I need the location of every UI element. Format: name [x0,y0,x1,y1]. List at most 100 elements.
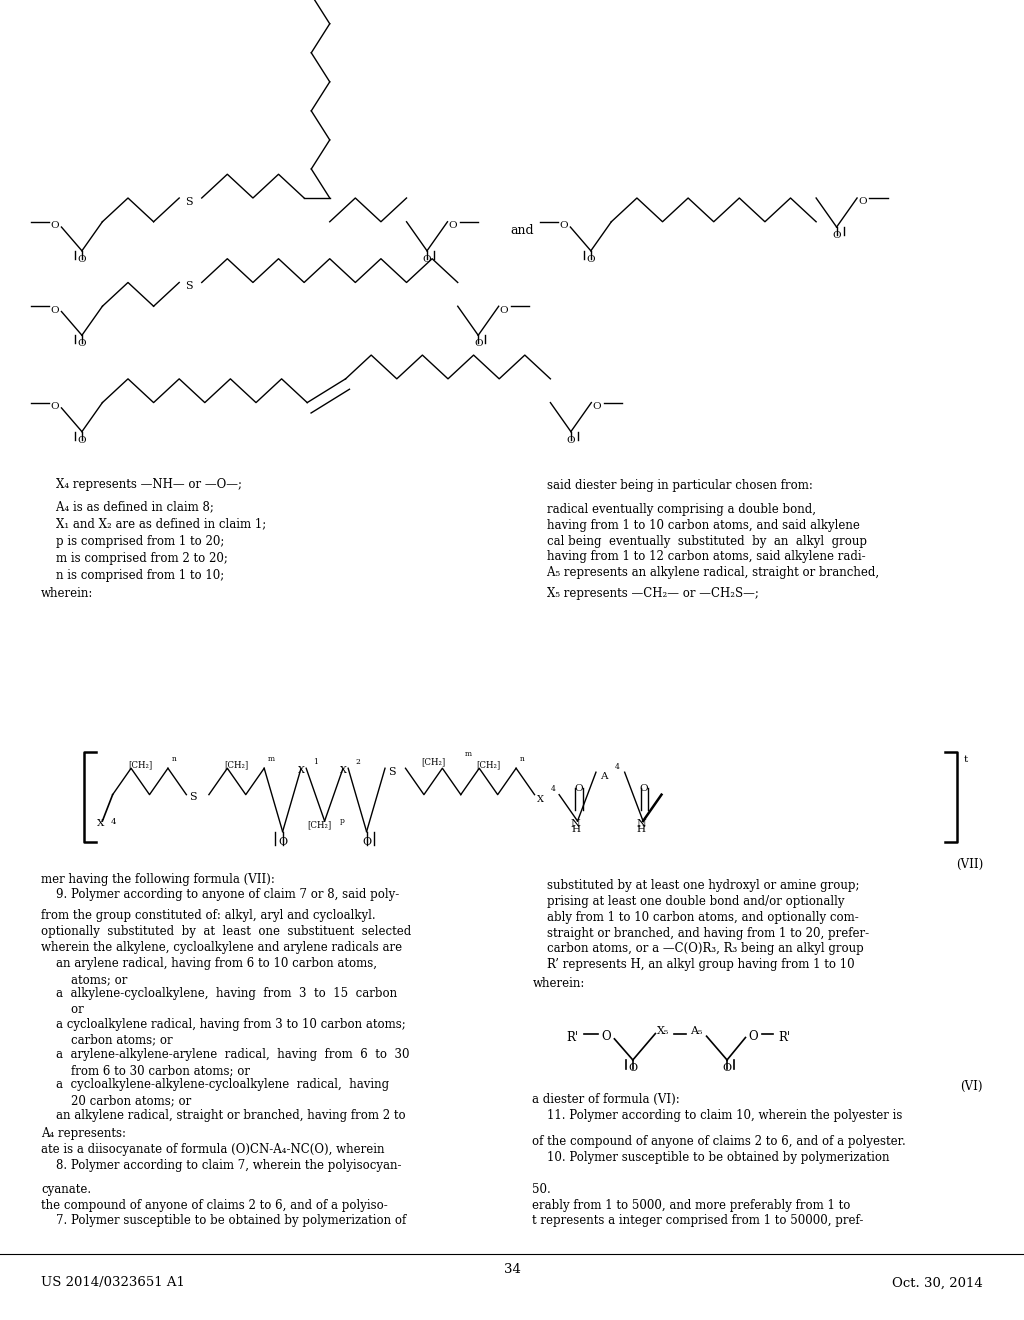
Text: straight or branched, and having from 1 to 20, prefer-: straight or branched, and having from 1 … [532,927,869,940]
Text: from the group constituted of: alkyl, aryl and cycloalkyl.: from the group constituted of: alkyl, ar… [41,909,376,923]
Text: O: O [78,436,86,445]
Text: X₅ represents —CH₂— or —CH₂S—;: X₅ represents —CH₂— or —CH₂S—; [532,587,760,601]
Text: X: X [96,818,104,828]
Text: X: X [298,766,304,775]
Text: N: N [636,818,646,829]
Text: X₄ represents —NH— or —O—;: X₄ represents —NH— or —O—; [41,478,242,491]
Text: O: O [78,255,86,264]
Text: H: H [637,825,645,834]
Text: X₁ and X₂ are as defined in claim 1;: X₁ and X₂ are as defined in claim 1; [41,517,266,531]
Text: R’ represents H, an alkyl group having from 1 to 10: R’ represents H, an alkyl group having f… [532,958,855,972]
Text: ate is a diisocyanate of formula (O)CN-A₄-NC(O), wherein: ate is a diisocyanate of formula (O)CN-A… [41,1143,384,1156]
Text: O: O [500,306,508,314]
Text: S: S [189,792,197,803]
Text: R': R' [778,1031,791,1044]
Text: O: O [574,784,583,793]
Text: O: O [592,403,601,411]
Text: 4: 4 [111,818,116,826]
Text: X: X [537,796,544,804]
Text: 8. Polymer according to claim 7, wherein the polyisocyan-: 8. Polymer according to claim 7, wherein… [41,1159,401,1172]
Text: erably from 1 to 5000, and more preferably from 1 to: erably from 1 to 5000, and more preferab… [532,1199,851,1212]
Text: 50.: 50. [532,1183,551,1196]
Text: S: S [185,197,193,207]
Text: [CH₂]: [CH₂] [224,760,249,770]
Text: O: O [423,255,431,264]
Text: O: O [587,255,595,264]
Text: n is comprised from 1 to 10;: n is comprised from 1 to 10; [41,569,224,582]
Text: US 2014/0323651 A1: US 2014/0323651 A1 [41,1276,185,1290]
Text: (VI): (VI) [961,1080,983,1093]
Text: S: S [185,281,193,292]
Text: [CH₂]: [CH₂] [128,760,153,770]
Text: from 6 to 30 carbon atoms; or: from 6 to 30 carbon atoms; or [41,1064,250,1077]
Text: X: X [340,766,346,775]
Text: prising at least one double bond and/or optionally: prising at least one double bond and/or … [532,895,845,908]
Text: having from 1 to 10 carbon atoms, and said alkylene: having from 1 to 10 carbon atoms, and sa… [532,519,860,532]
Text: an alkylene radical, straight or branched, having from 2 to: an alkylene radical, straight or branche… [41,1109,406,1122]
Text: said diester being in particular chosen from:: said diester being in particular chosen … [532,479,813,492]
Text: O: O [362,837,371,847]
Text: O: O [833,231,841,240]
Text: and: and [510,224,535,238]
Text: a cycloalkylene radical, having from 3 to 10 carbon atoms;: a cycloalkylene radical, having from 3 t… [41,1018,406,1031]
Text: wherein:: wherein: [41,587,93,601]
Text: having from 1 to 12 carbon atoms, said alkylene radi-: having from 1 to 12 carbon atoms, said a… [532,550,866,564]
Text: O: O [50,306,58,314]
Text: 9. Polymer according to anyone of claim 7 or 8, said poly-: 9. Polymer according to anyone of claim … [41,888,399,902]
Text: [CH₂]: [CH₂] [476,760,501,770]
Text: O: O [601,1030,611,1043]
Text: t: t [964,755,968,764]
Text: 1: 1 [313,758,318,766]
Text: atoms; or: atoms; or [41,973,127,986]
Text: m is comprised from 2 to 20;: m is comprised from 2 to 20; [41,552,227,565]
Text: the compound of anyone of claims 2 to 6, and of a polyiso-: the compound of anyone of claims 2 to 6,… [41,1199,388,1212]
Text: carbon atoms, or a —C(O)R₃, R₃ being an alkyl group: carbon atoms, or a —C(O)R₃, R₃ being an … [532,942,864,956]
Text: O: O [449,222,457,230]
Text: A₄ represents:: A₄ represents: [41,1127,126,1140]
Text: wherein:: wherein: [532,977,585,990]
Text: O: O [858,198,866,206]
Text: O: O [474,339,482,348]
Text: substituted by at least one hydroxyl or amine group;: substituted by at least one hydroxyl or … [532,879,860,892]
Text: m: m [465,750,472,758]
Text: 11. Polymer according to claim 10, wherein the polyester is: 11. Polymer according to claim 10, where… [532,1109,903,1122]
Text: m: m [268,755,275,763]
Text: A: A [600,772,607,780]
Text: (VII): (VII) [955,858,983,871]
Text: O: O [749,1030,759,1043]
Text: ably from 1 to 10 carbon atoms, and optionally com-: ably from 1 to 10 carbon atoms, and opti… [532,911,859,924]
Text: O: O [640,784,648,793]
Text: a  arylene-alkylene-arylene  radical,  having  from  6  to  30: a arylene-alkylene-arylene radical, havi… [41,1048,410,1061]
Text: n: n [520,755,524,763]
Text: R': R' [566,1031,579,1044]
Text: 20 carbon atoms; or: 20 carbon atoms; or [41,1094,191,1107]
Text: of the compound of anyone of claims 2 to 6, and of a polyester.: of the compound of anyone of claims 2 to… [532,1135,906,1148]
Text: p is comprised from 1 to 20;: p is comprised from 1 to 20; [41,535,224,548]
Text: a  alkylene-cycloalkylene,  having  from  3  to  15  carbon: a alkylene-cycloalkylene, having from 3 … [41,987,397,1001]
Text: A₄ is as defined in claim 8;: A₄ is as defined in claim 8; [41,500,214,513]
Text: O: O [559,222,567,230]
Text: O: O [50,222,58,230]
Text: t represents a integer comprised from 1 to 50000, pref-: t represents a integer comprised from 1 … [532,1214,864,1228]
Text: X₅: X₅ [657,1026,670,1036]
Text: [CH₂]: [CH₂] [421,758,445,767]
Text: A₅: A₅ [690,1026,702,1036]
Text: O: O [50,403,58,411]
Text: 10. Polymer susceptible to be obtained by polymerization: 10. Polymer susceptible to be obtained b… [532,1151,890,1164]
Text: A₅ represents an alkylene radical, straight or branched,: A₅ represents an alkylene radical, strai… [532,566,880,579]
Text: Oct. 30, 2014: Oct. 30, 2014 [892,1276,983,1290]
Text: O: O [723,1063,731,1073]
Text: [CH₂]: [CH₂] [307,820,332,829]
Text: n: n [172,755,176,763]
Text: 7. Polymer susceptible to be obtained by polymerization of: 7. Polymer susceptible to be obtained by… [41,1214,407,1228]
Text: 4: 4 [551,785,556,793]
Text: cyanate.: cyanate. [41,1183,91,1196]
Text: O: O [279,837,287,847]
Text: H: H [571,825,580,834]
Text: optionally  substituted  by  at  least  one  substituent  selected: optionally substituted by at least one s… [41,925,412,939]
Text: S: S [388,767,395,777]
Text: carbon atoms; or: carbon atoms; or [41,1034,173,1047]
Text: a diester of formula (VI):: a diester of formula (VI): [532,1093,680,1106]
Text: p: p [340,817,345,825]
Text: or: or [41,1003,84,1016]
